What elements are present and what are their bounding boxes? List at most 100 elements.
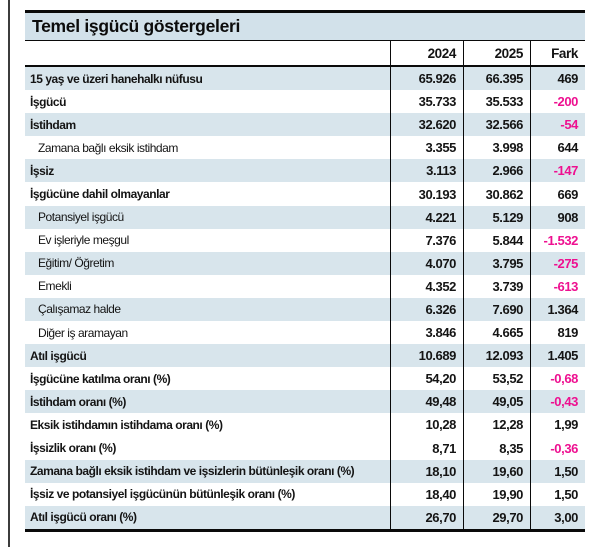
row-value-2024: 35.733 (390, 90, 463, 114)
row-value-2024: 18,40 (390, 482, 463, 506)
table-row: Potansiyel işgücü 4.221 5.129 908 (25, 205, 585, 229)
row-value-2024: 65.926 (390, 67, 463, 91)
row-value-2024: 8,71 (390, 436, 463, 460)
row-value-2025: 2.966 (463, 159, 530, 183)
table-row: İşsiz 3.113 2.966 -147 (25, 159, 585, 183)
row-value-fark: -275 (530, 251, 585, 275)
row-value-2025: 66.395 (463, 67, 530, 91)
row-value-2024: 30.193 (390, 182, 463, 206)
row-value-2024: 54,20 (390, 367, 463, 391)
row-value-fark: 1,50 (530, 459, 585, 483)
row-value-2024: 10.689 (390, 344, 463, 368)
row-value-fark: -0,43 (530, 390, 585, 414)
labor-indicators-table: Temel işgücü göstergeleri 2024 2025 Fark… (25, 10, 585, 532)
table-row: Zamana bağlı eksik istihdam 3.355 3.998 … (25, 136, 585, 160)
row-value-fark: 819 (530, 321, 585, 345)
row-value-2024: 3.113 (390, 159, 463, 183)
table-row: İstihdam 32.620 32.566 -54 (25, 113, 585, 137)
row-label: İşgücü (30, 94, 66, 109)
row-label: Ev işleriyle meşgul (38, 233, 129, 248)
row-value-2025: 53,52 (463, 367, 530, 391)
row-value-fark: 1,50 (530, 482, 585, 506)
row-label: Atıl işgücü (30, 348, 87, 363)
row-value-2025: 35.533 (463, 90, 530, 114)
table-header-row: 2024 2025 Fark (25, 41, 585, 67)
table-title-bar: Temel işgücü göstergeleri (25, 13, 585, 41)
row-value-fark: 1.405 (530, 344, 585, 368)
row-value-2025: 12,28 (463, 413, 530, 437)
table-row: Atıl işgücü oranı (%) 26,70 29,70 3,00 (25, 505, 585, 529)
row-value-2025: 12.093 (463, 344, 530, 368)
row-label: Atıl işgücü oranı (%) (30, 510, 137, 525)
row-value-2024: 4.221 (390, 205, 463, 229)
row-label: İstihdam (30, 117, 76, 132)
row-label: 15 yaş ve üzeri hanehalkı nüfusu (30, 71, 203, 86)
header-col-2024: 2024 (390, 41, 463, 65)
row-value-2025: 19,60 (463, 459, 530, 483)
row-value-2025: 4.665 (463, 321, 530, 345)
row-label: Zamana bağlı eksik istihdam (38, 140, 178, 155)
row-label: Çalışamaz halde (38, 302, 121, 317)
row-value-2025: 32.566 (463, 113, 530, 137)
table-row: Atıl işgücü 10.689 12.093 1.405 (25, 344, 585, 368)
row-value-2025: 3.739 (463, 274, 530, 298)
row-value-2024: 10,28 (390, 413, 463, 437)
row-label: İşgücüne katılma oranı (%) (30, 371, 171, 386)
table-row: İşgücüne katılma oranı (%) 54,20 53,52 -… (25, 367, 585, 391)
table-row: Zamana bağlı eksik istihdam ve işsizleri… (25, 459, 585, 483)
row-value-fark: -613 (530, 274, 585, 298)
row-value-fark: 908 (530, 205, 585, 229)
row-label: İstihdam oranı (%) (30, 394, 126, 409)
table-body: 15 yaş ve üzeri hanehalkı nüfusu 65.926 … (25, 67, 585, 529)
newspaper-column-rule (8, 0, 10, 547)
row-value-2024: 18,10 (390, 459, 463, 483)
row-label: Zamana bağlı eksik istihdam ve işsizleri… (30, 464, 355, 479)
table-row: İşsiz ve potansiyel işgücünün bütünleşik… (25, 482, 585, 506)
row-value-2025: 5.844 (463, 228, 530, 252)
row-value-fark: -54 (530, 113, 585, 137)
row-label: Potansiyel işgücü (38, 210, 124, 225)
row-value-fark: 3,00 (530, 505, 585, 529)
row-value-2025: 49,05 (463, 390, 530, 414)
table-row: Eğitim/ Öğretim 4.070 3.795 -275 (25, 251, 585, 275)
table-row: Diğer iş aramayan 3.846 4.665 819 (25, 321, 585, 345)
row-value-fark: -0,68 (530, 367, 585, 391)
row-label: Emekli (38, 279, 72, 294)
row-label: Eğitim/ Öğretim (38, 256, 114, 271)
table-row: 15 yaş ve üzeri hanehalkı nüfusu 65.926 … (25, 67, 585, 91)
row-value-2025: 3.998 (463, 136, 530, 160)
row-value-2024: 7.376 (390, 228, 463, 252)
row-value-fark: 1,99 (530, 413, 585, 437)
row-value-2024: 4.070 (390, 251, 463, 275)
header-col-2025: 2025 (463, 41, 530, 65)
row-label: Eksik istihdamın istihdama oranı (%) (30, 417, 223, 432)
table-row: Çalışamaz halde 6.326 7.690 1.364 (25, 297, 585, 322)
row-label: İşsiz ve potansiyel işgücünün bütünleşik… (30, 487, 295, 502)
row-value-2025: 5.129 (463, 205, 530, 229)
row-value-2025: 7.690 (463, 297, 530, 322)
row-value-2024: 3.846 (390, 321, 463, 345)
row-value-2025: 29,70 (463, 505, 530, 529)
row-value-2024: 4.352 (390, 274, 463, 298)
row-value-fark: -1.532 (530, 228, 585, 252)
row-value-fark: -200 (530, 90, 585, 114)
row-value-2025: 8,35 (463, 436, 530, 460)
row-value-fark: 669 (530, 182, 585, 206)
row-value-2024: 49,48 (390, 390, 463, 414)
row-value-fark: -0,36 (530, 436, 585, 460)
row-label: İşgücüne dahil olmayanlar (30, 187, 170, 202)
row-value-fark: 1.364 (530, 297, 585, 322)
row-value-2024: 6.326 (390, 297, 463, 322)
row-value-2024: 26,70 (390, 505, 463, 529)
row-label: İşsiz (30, 163, 54, 178)
table-row: İşsizlik oranı (%) 8,71 8,35 -0,36 (25, 436, 585, 460)
table-row: İşgücü 35.733 35.533 -200 (25, 90, 585, 114)
row-value-2024: 3.355 (390, 136, 463, 160)
header-col-fark: Fark (530, 41, 585, 65)
table-title: Temel işgücü göstergeleri (32, 16, 241, 36)
table-row: Emekli 4.352 3.739 -613 (25, 274, 585, 298)
row-value-fark: 469 (530, 67, 585, 91)
row-value-fark: -147 (530, 159, 585, 183)
table-row: Eksik istihdamın istihdama oranı (%) 10,… (25, 413, 585, 437)
row-label: Diğer iş aramayan (38, 325, 128, 340)
